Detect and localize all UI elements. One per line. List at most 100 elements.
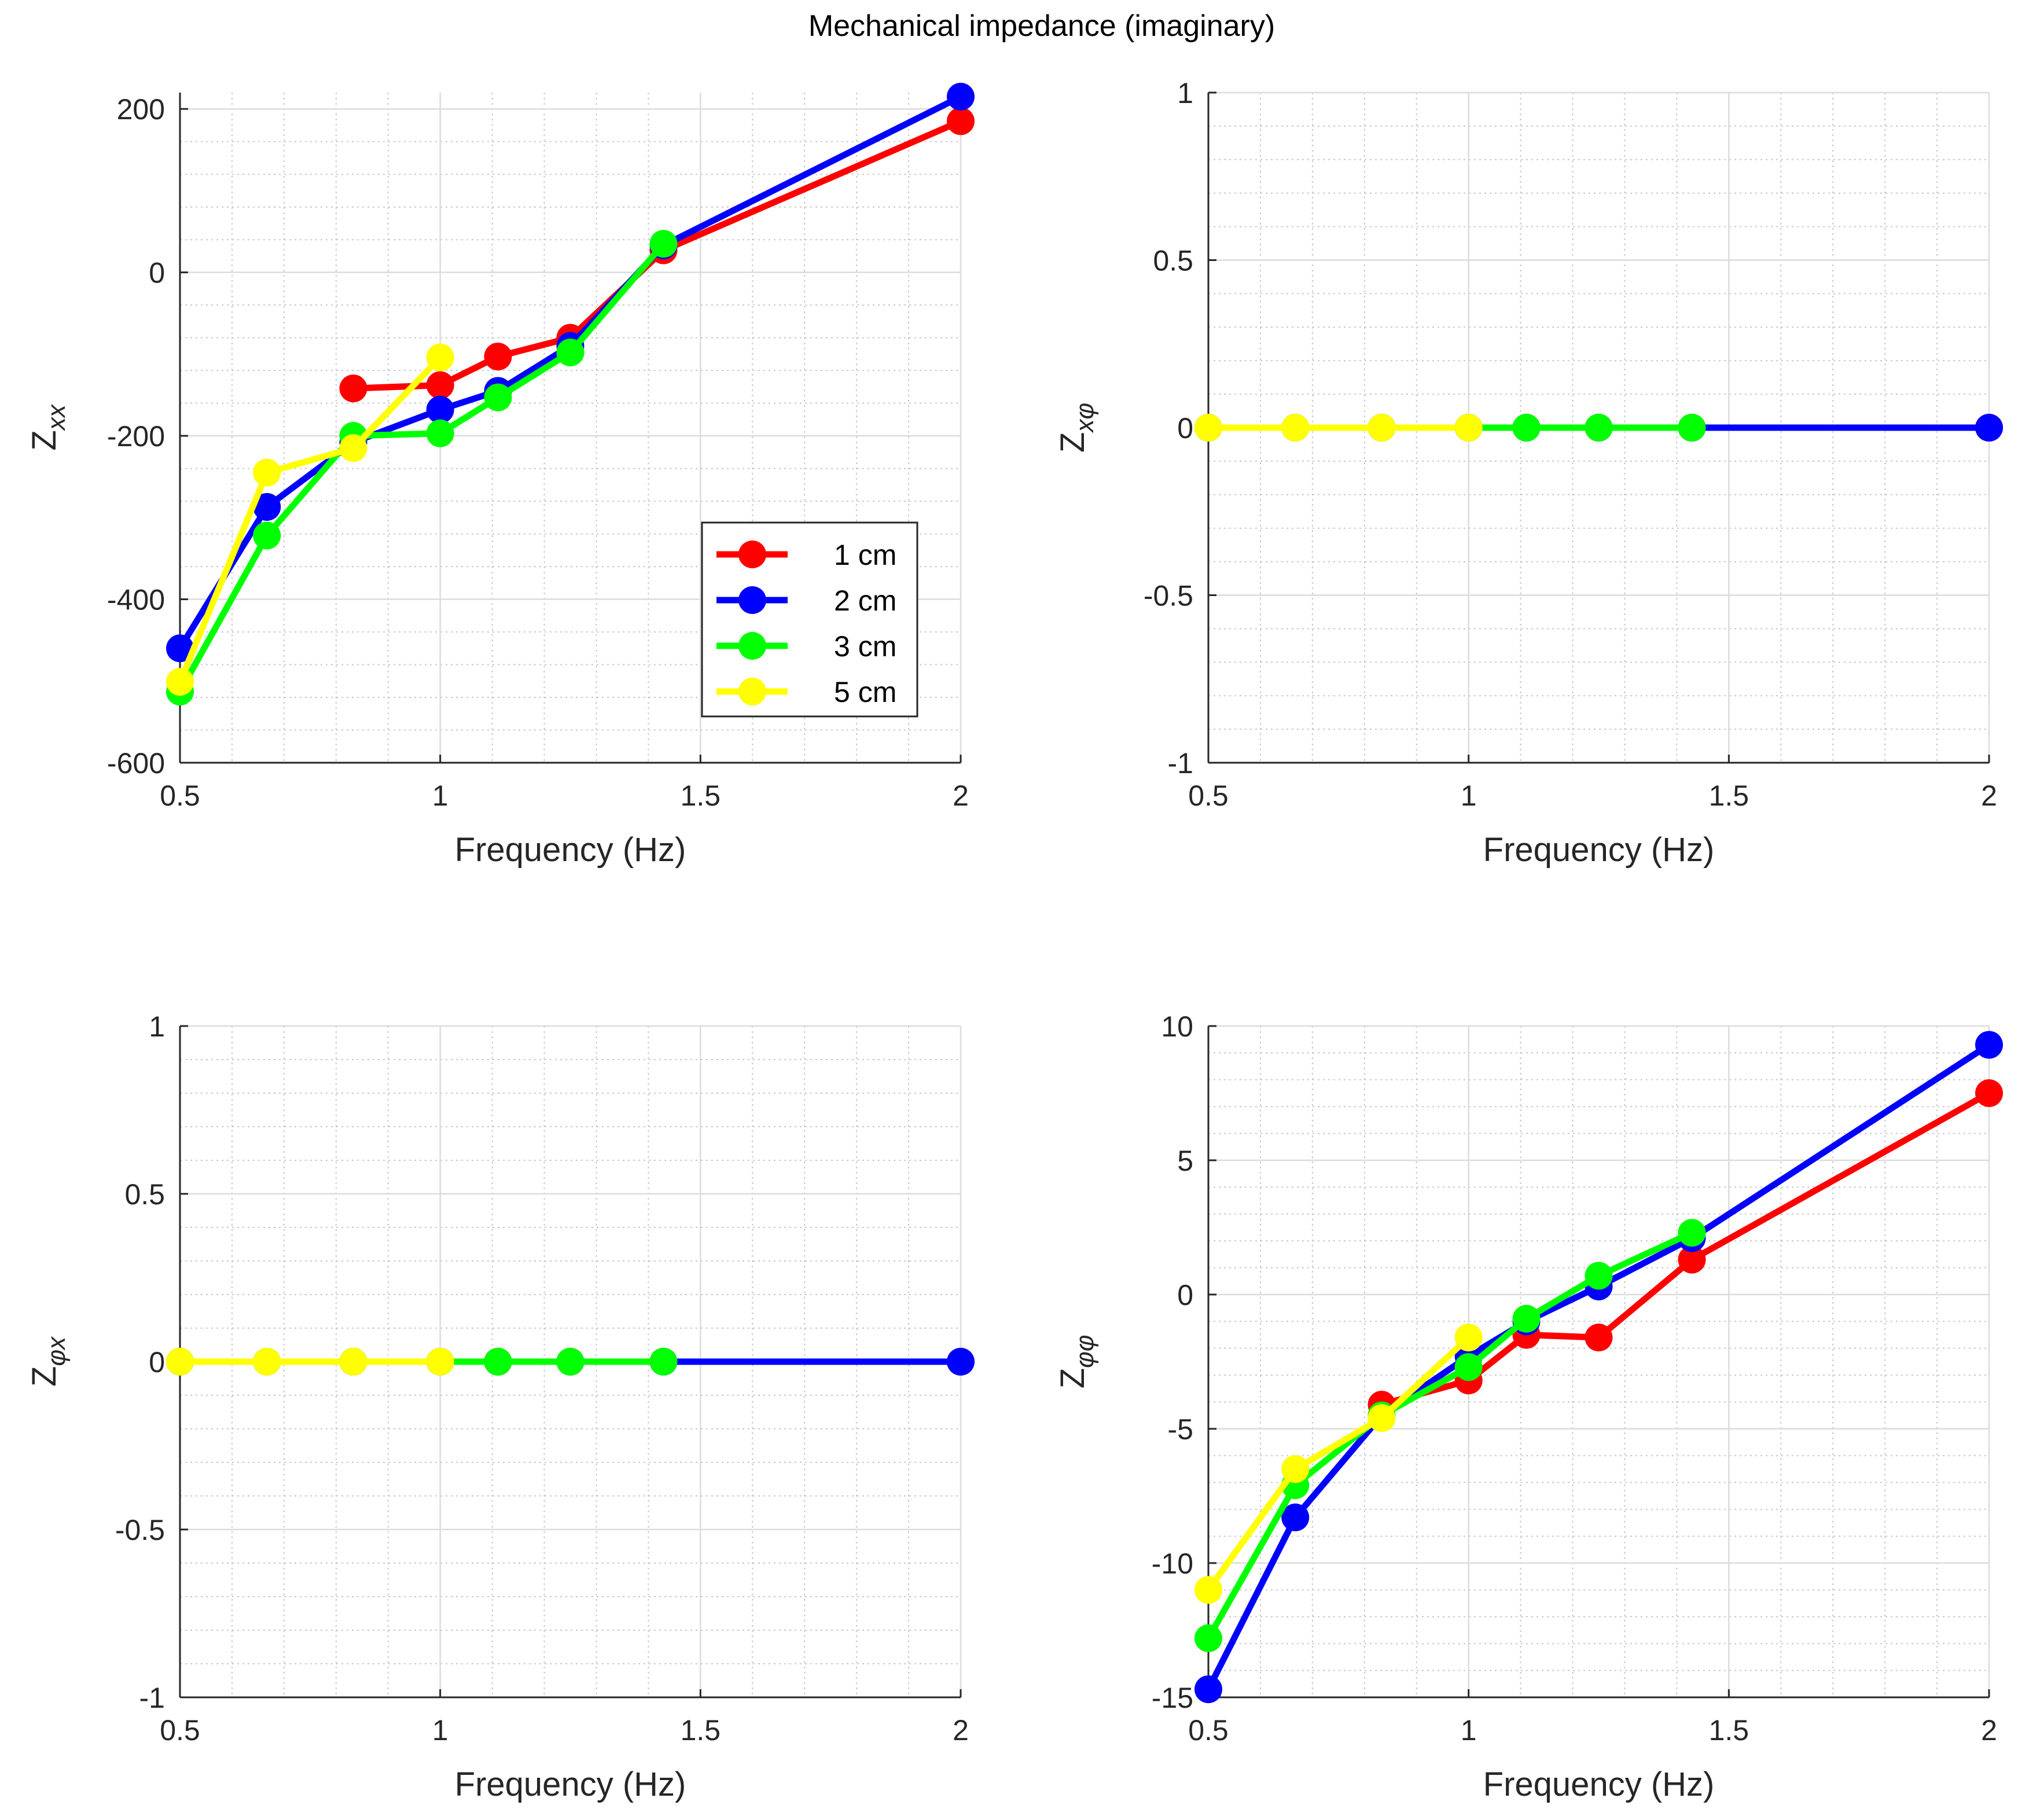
data-point xyxy=(1975,414,2003,442)
data-point xyxy=(426,371,454,399)
data-point xyxy=(166,634,194,663)
y-tick-label: 1 xyxy=(149,1010,165,1043)
data-point xyxy=(166,1348,194,1376)
x-tick-label: 1 xyxy=(432,780,449,812)
x-tick-label: 1 xyxy=(1461,1714,1477,1747)
data-point xyxy=(484,1348,512,1376)
data-point xyxy=(426,419,454,447)
series-line xyxy=(350,117,964,392)
y-axis-label-base: Z xyxy=(25,430,63,450)
x-tick-label: 0.5 xyxy=(160,1714,200,1747)
y-tick-label: -1 xyxy=(1168,747,1193,780)
x-tick-label: 1.5 xyxy=(681,780,721,812)
y-tick-label: -0.5 xyxy=(1144,580,1193,612)
data-point xyxy=(1454,1323,1483,1352)
y-tick-label: -400 xyxy=(107,584,165,616)
legend-entry: 3 cm xyxy=(716,630,896,663)
data-point xyxy=(1585,1262,1613,1290)
x-tick-label: 2 xyxy=(953,780,969,812)
data-point xyxy=(1368,1404,1396,1432)
data-point xyxy=(947,1348,975,1376)
data-point xyxy=(1454,414,1483,442)
data-point xyxy=(339,1348,367,1376)
y-tick-label: 10 xyxy=(1161,1010,1193,1043)
data-point xyxy=(556,1348,585,1376)
series-5-cm xyxy=(166,1348,454,1376)
legend-entry: 1 cm xyxy=(716,539,896,571)
y-axis-label: Zxφ xyxy=(1054,403,1099,453)
legend-marker-swatch xyxy=(738,586,766,614)
y-tick-label: 200 xyxy=(117,93,165,126)
legend-entry: 2 cm xyxy=(716,584,896,617)
data-point xyxy=(649,1348,678,1376)
series-line xyxy=(177,354,444,685)
x-axis-label: Frequency (Hz) xyxy=(455,831,686,869)
y-tick-label: 0 xyxy=(1177,412,1193,444)
legend-label: 1 cm xyxy=(834,539,896,571)
data-point xyxy=(484,383,512,411)
data-point xyxy=(1975,1079,2003,1107)
data-point xyxy=(1281,1455,1310,1483)
legend-label: 5 cm xyxy=(834,676,896,708)
data-point xyxy=(1975,1031,2003,1059)
y-tick-label: -600 xyxy=(107,747,165,780)
legend-label: 3 cm xyxy=(834,630,896,663)
data-point xyxy=(1281,1503,1310,1532)
y-axis-label-subscript: φφ xyxy=(1071,1335,1099,1368)
data-point xyxy=(253,521,281,550)
data-point xyxy=(947,107,975,135)
data-point xyxy=(339,374,367,403)
y-tick-label: -10 xyxy=(1152,1547,1193,1580)
plot-area-zphiphi xyxy=(1208,1026,1989,1697)
y-tick-label: 0.5 xyxy=(124,1178,165,1211)
y-axis-label-subscript: xx xyxy=(42,403,71,431)
x-tick-label: 0.5 xyxy=(160,780,200,812)
data-point xyxy=(1454,1353,1483,1381)
x-axis-label: Frequency (Hz) xyxy=(455,1766,686,1803)
y-tick-label: 1 xyxy=(1177,77,1193,109)
data-point xyxy=(649,230,678,258)
data-point xyxy=(1678,1219,1706,1247)
data-point xyxy=(556,339,585,367)
data-point xyxy=(1194,1675,1222,1704)
data-point xyxy=(1194,414,1222,442)
series-5-cm xyxy=(1194,414,1483,442)
x-axis-label: Frequency (Hz) xyxy=(1483,1766,1715,1803)
y-axis-label-subscript: φx xyxy=(42,1336,71,1366)
y-tick-label: 0 xyxy=(149,257,165,289)
legend: 1 cm 2 cm 3 cm 5 cm xyxy=(701,521,918,718)
y-tick-label: 0.5 xyxy=(1153,245,1193,277)
data-point xyxy=(426,1348,454,1376)
legend-marker-swatch xyxy=(738,632,766,660)
data-point xyxy=(426,343,454,372)
legend-label: 2 cm xyxy=(834,584,896,617)
y-axis-label-base: Z xyxy=(1054,1368,1091,1388)
x-tick-label: 1.5 xyxy=(1709,780,1749,812)
data-point xyxy=(1194,1576,1222,1604)
x-tick-label: 0.5 xyxy=(1188,1714,1229,1747)
data-point xyxy=(253,492,281,521)
subplot-zphiphi: 0.5 1 1.5 2 -15 -10 -5 0 5 10 Frequency (Hz) Zφφ xyxy=(1054,1010,2003,1803)
y-axis-label-base: Z xyxy=(1054,432,1091,453)
y-axis-label: Zxx xyxy=(25,403,71,450)
data-point xyxy=(1194,1624,1222,1652)
data-point xyxy=(339,434,367,462)
y-tick-label: 0 xyxy=(1177,1279,1193,1311)
data-point xyxy=(1678,1245,1706,1274)
y-tick-label: -5 xyxy=(1168,1413,1193,1446)
y-axis-label: Zφφ xyxy=(1054,1335,1099,1389)
series-line xyxy=(1379,1090,1993,1408)
x-tick-label: 1 xyxy=(1461,780,1477,812)
data-point xyxy=(253,458,281,487)
data-point xyxy=(253,1348,281,1376)
y-tick-label: 0 xyxy=(149,1346,165,1378)
y-tick-label: 5 xyxy=(1177,1145,1193,1177)
subplot-zxx: 0.5 1 1.5 2 -600 -400 -200 0 200 Frequency (Hz) Zx… xyxy=(25,83,975,869)
y-tick-label: -0.5 xyxy=(115,1514,165,1546)
data-point xyxy=(1585,1323,1613,1352)
series-3-cm xyxy=(166,230,678,706)
